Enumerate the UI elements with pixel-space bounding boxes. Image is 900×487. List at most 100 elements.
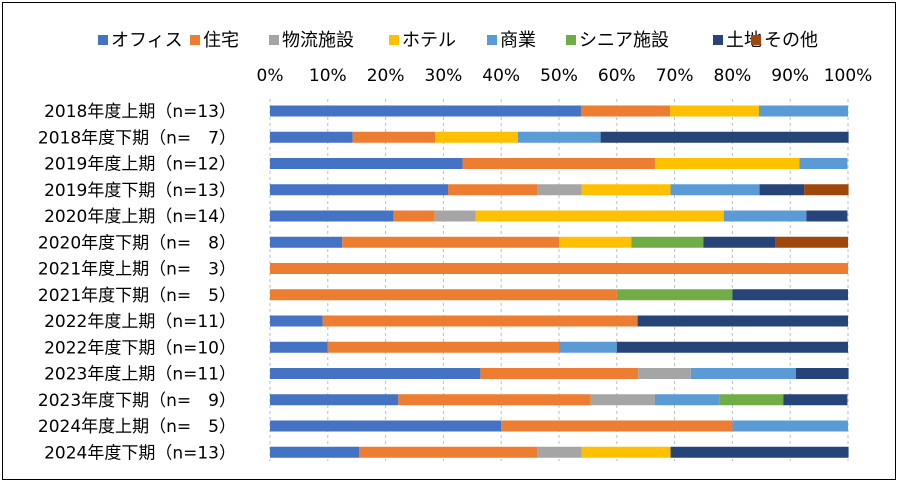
bar-segment: [799, 158, 848, 169]
bar-segment: [600, 131, 849, 143]
bar-segment: [270, 315, 323, 327]
bar-segment: [322, 315, 638, 327]
bar-segment: [590, 394, 655, 406]
category-label: 2024年度下期（n=13）: [44, 443, 236, 463]
bar-segment: [270, 131, 353, 143]
bar-segment: [270, 184, 449, 196]
category-label: 2020年度上期（n=14）: [44, 207, 236, 227]
bar-segment: [559, 236, 632, 248]
legend-swatch-5: [566, 35, 576, 45]
legend-swatch-0: [98, 35, 108, 45]
bar-segment: [270, 263, 848, 274]
legend-label-1: 住宅: [203, 30, 239, 51]
bar-segment: [703, 236, 776, 248]
category-label: 2022年度上期（n=11）: [44, 312, 236, 332]
bars: [270, 105, 849, 458]
bar-segment: [270, 341, 328, 353]
bar-segment: [670, 184, 760, 196]
bar-segment: [517, 131, 601, 143]
legend: オフィス 住宅 物流施設 ホテル 商業 シニア施設 土地 その他: [98, 30, 818, 51]
x-tick-label: 70%: [656, 66, 694, 86]
bar-segment: [759, 184, 805, 196]
bar-segment: [270, 420, 502, 432]
gridlines: [269, 99, 849, 461]
category-label: 2019年度下期（n=13）: [44, 181, 236, 201]
category-label: 2018年度下期（n= 7）: [38, 128, 236, 148]
bar-segment: [775, 236, 848, 248]
stacked-bar-chart: オフィス 住宅 物流施設 ホテル 商業 シニア施設 土地 その他 0% 10% 20% 30% 40%…: [38, 30, 873, 463]
category-label: 2024年度上期（n= 5）: [38, 417, 236, 437]
category-label: 2021年度上期（n= 3）: [38, 260, 236, 280]
legend-label-2: 物流施設: [282, 30, 354, 51]
category-label: 2018年度上期（n=13）: [44, 102, 236, 122]
legend-swatch-3: [389, 35, 399, 45]
bar-segment: [435, 131, 518, 143]
bar-segment: [783, 394, 848, 406]
category-label: 2019年度上期（n=12）: [44, 155, 236, 175]
bar-segment: [537, 446, 582, 458]
bar-segment: [398, 394, 591, 406]
legend-label-4: 商業: [500, 30, 536, 51]
bar-segment: [475, 210, 724, 222]
x-tick-label: 20%: [367, 66, 405, 86]
bar-segment: [501, 420, 733, 432]
y-axis-categories: 2018年度上期（n=13） 2018年度下期（n= 7） 2019年度上期（n=1…: [38, 102, 236, 463]
bar-segment: [637, 315, 848, 327]
x-axis-ticks: 0% 10% 20% 30% 40% 50% 60% 70% 80% 90% 100%: [257, 66, 873, 86]
bar-segment: [342, 236, 559, 248]
bar-segment: [559, 341, 617, 353]
chart-frame: オフィス 住宅 物流施設 ホテル 商業 シニア施設 土地 その他 0% 10% 20% 30% 40%…: [2, 2, 896, 480]
x-tick-label: 10%: [309, 66, 347, 86]
bar-segment: [270, 158, 463, 169]
legend-swatch-2: [269, 35, 279, 45]
bar-segment: [434, 210, 476, 222]
bar-segment: [654, 394, 720, 406]
bar-segment: [270, 105, 581, 117]
bar-segment: [690, 368, 796, 379]
bar-segment: [393, 210, 435, 222]
bar-segment: [270, 210, 394, 222]
x-tick-label: 60%: [598, 66, 636, 86]
x-tick-label: 90%: [771, 66, 809, 86]
x-tick-label: 50%: [540, 66, 578, 86]
bar-segment: [448, 184, 538, 196]
x-tick-label: 40%: [482, 66, 520, 86]
bar-segment: [631, 236, 704, 248]
bar-segment: [270, 446, 360, 458]
bar-segment: [654, 158, 800, 169]
category-label: 2023年度下期（n= 9）: [38, 391, 236, 411]
bar-segment: [795, 368, 849, 379]
legend-label-5: シニア施設: [579, 30, 669, 51]
bar-segment: [270, 236, 343, 248]
bar-segment: [719, 394, 784, 406]
bar-segment: [480, 368, 639, 379]
legend-label-3: ホテル: [402, 30, 456, 51]
bar-segment: [758, 105, 848, 117]
bar-segment: [732, 420, 848, 432]
bar-segment: [670, 446, 849, 458]
bar-segment: [669, 105, 759, 117]
bar-segment: [580, 105, 670, 117]
category-label: 2021年度下期（n= 5）: [38, 286, 236, 306]
x-tick-label: 0%: [257, 66, 284, 86]
bar-segment: [581, 184, 671, 196]
x-tick-label: 100%: [824, 66, 873, 86]
bar-segment: [462, 158, 655, 169]
bar-segment: [270, 289, 617, 301]
bar-segment: [352, 131, 436, 143]
x-tick-label: 80%: [714, 66, 752, 86]
bar-segment: [638, 368, 691, 379]
bar-segment: [804, 184, 849, 196]
bar-segment: [270, 394, 399, 406]
bar-segment: [581, 446, 671, 458]
category-label: 2020年度下期（n= 8）: [38, 233, 236, 253]
bar-segment: [537, 184, 582, 196]
bar-segment: [270, 368, 481, 379]
category-label: 2022年度下期（n=10）: [44, 338, 236, 358]
legend-swatch-4: [487, 35, 497, 45]
legend-label-7: その他: [764, 30, 818, 51]
bar-segment: [327, 341, 559, 353]
bar-segment: [723, 210, 807, 222]
legend-swatch-7: [751, 35, 761, 45]
bar-segment: [732, 289, 848, 301]
